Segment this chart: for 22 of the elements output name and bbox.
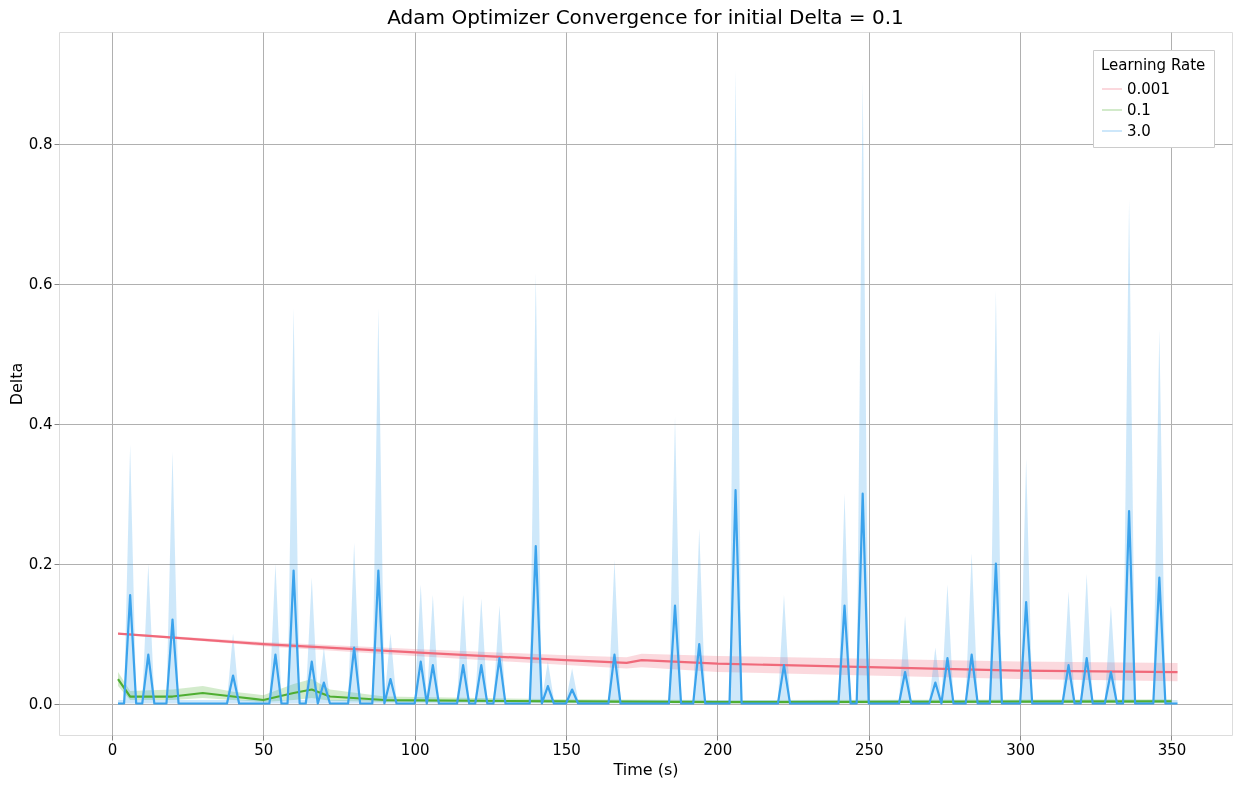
- line-series: [116, 632, 1179, 674]
- legend-label: 0.001: [1127, 80, 1170, 98]
- x-tick-label: 50: [254, 740, 274, 759]
- y-tick-label: 0.6: [28, 275, 53, 294]
- y-tick-label: 0.0: [28, 695, 53, 714]
- line-series: [116, 489, 1179, 705]
- y-tick-label: 0.8: [28, 135, 53, 154]
- x-tick-label: 0: [107, 740, 118, 759]
- legend-label: 0.1: [1127, 101, 1151, 119]
- x-tick-label: 350: [1157, 740, 1187, 759]
- y-axis-title: Delta: [6, 362, 26, 406]
- x-tick-label: 300: [1006, 740, 1035, 759]
- chart-title: Adam Optimizer Convergence for initial Delta = 0.1: [387, 5, 904, 29]
- x-tick-label: 150: [552, 740, 581, 759]
- legend-label: 3.0: [1127, 122, 1151, 140]
- x-tick-label: 100: [400, 740, 430, 759]
- legend-title: Learning Rate: [1101, 56, 1206, 74]
- y-tick-label: 0.4: [28, 415, 53, 434]
- y-tick-label: 0.2: [28, 555, 53, 574]
- x-axis-title: Time (s): [612, 759, 679, 779]
- x-tick-label: 250: [854, 740, 884, 759]
- x-tick-label: 200: [703, 740, 733, 759]
